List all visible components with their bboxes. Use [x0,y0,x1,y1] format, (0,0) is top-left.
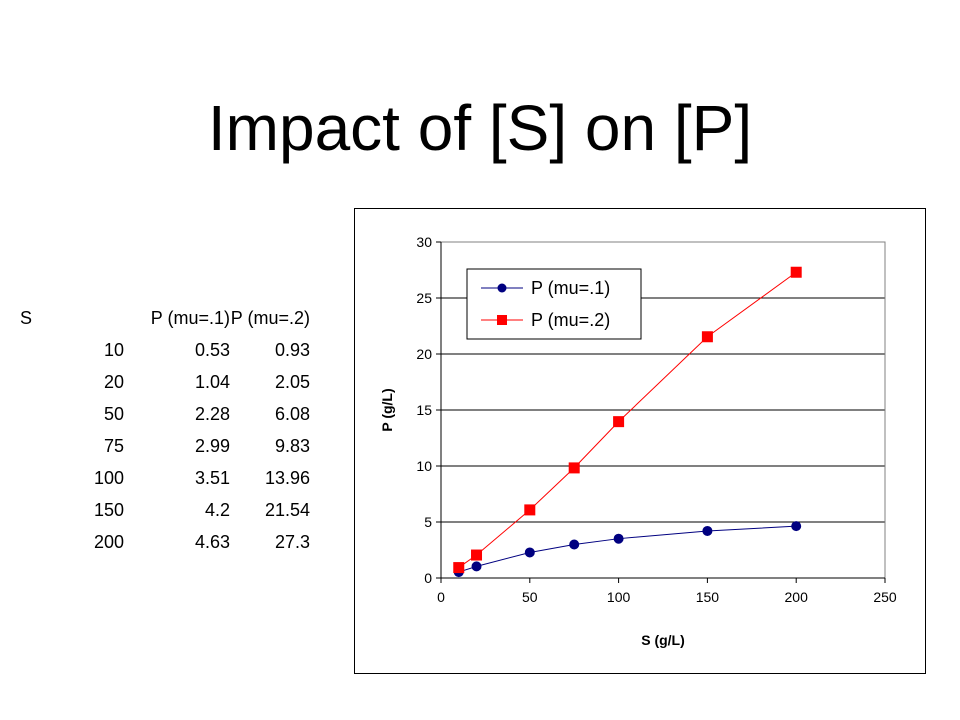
y-tick-label: 25 [416,290,432,306]
cell-p-mu-02: 13.96 [264,468,310,488]
data-point-series-2 [453,562,465,574]
y-axis-title: P (g/L) [379,388,395,431]
legend-label-1: P (mu=.1) [531,278,610,298]
data-point-series-1 [569,539,580,550]
data-point-series-2 [471,549,483,561]
table-row: 10 0.53 0.93 [20,334,310,366]
data-point-series-2 [790,266,802,278]
y-tick-label: 15 [416,402,432,418]
header-p-mu-02: P (mu=.2) [230,308,310,328]
y-tick-label: 10 [416,458,432,474]
chart-area: 0 5 10 15 20 25 30 0 50 100 150 200 250 S (g/L) P (g/L… [354,208,926,674]
cell-s: 50 [103,404,124,424]
cell-p-mu-01: 2.28 [194,404,230,424]
cell-s: 150 [93,500,124,520]
cell-p-mu-01: 3.51 [194,468,230,488]
data-point-series-1 [613,533,624,544]
table-row: 200 4.63 27.3 [20,526,310,558]
legend-label-2: P (mu=.2) [531,310,610,330]
y-tick-label: 5 [424,514,432,530]
cell-p-mu-01: 2.99 [194,436,230,456]
legend-marker-1 [497,283,507,293]
data-table: S P (mu=.1) P (mu=.2) 10 0.53 0.93 20 1.… [20,302,310,558]
table-row: 75 2.99 9.83 [20,430,310,462]
y-tick-label: 0 [424,570,432,586]
x-axis-title: S (g/L) [641,632,685,648]
cell-p-mu-02: 9.83 [274,436,310,456]
header-p-mu-01: P (mu=.1) [150,308,230,328]
cell-p-mu-01: 1.04 [194,372,230,392]
cell-p-mu-02: 6.08 [274,404,310,424]
data-point-series-2 [568,462,580,474]
cell-s: 100 [93,468,124,488]
data-point-series-1 [524,547,535,558]
line-chart: 0 5 10 15 20 25 30 0 50 100 150 200 250 S (g/L) P (g/L… [379,234,897,648]
cell-s: 20 [103,372,124,392]
cell-p-mu-01: 4.63 [194,532,230,552]
cell-p-mu-02: 2.05 [274,372,310,392]
table-row: 50 2.28 6.08 [20,398,310,430]
legend-box [466,268,642,340]
table-row: 150 4.2 21.54 [20,494,310,526]
cell-p-mu-01: 0.53 [194,340,230,360]
x-tick-label: 200 [785,589,809,605]
data-point-series-1 [702,525,713,536]
cell-s: 75 [103,436,124,456]
x-tick-label: 250 [873,589,897,605]
data-point-series-2 [524,504,536,516]
data-point-series-1 [471,561,482,572]
series-line-1 [458,525,797,573]
cell-s: 10 [103,340,124,360]
y-tick-label: 30 [416,234,432,250]
cell-p-mu-02: 0.93 [274,340,310,360]
table-row: 20 1.04 2.05 [20,366,310,398]
header-s: S [20,308,33,328]
table-header-row: S P (mu=.1) P (mu=.2) [20,302,310,334]
cell-p-mu-01: 4.2 [204,500,230,520]
x-tick-label: 100 [607,589,631,605]
x-tick-label: 150 [696,589,720,605]
cell-p-mu-02: 21.54 [264,500,310,520]
table-row: 100 3.51 13.96 [20,462,310,494]
y-tick-label: 20 [416,346,432,362]
data-point-series-2 [613,416,625,428]
cell-p-mu-02: 27.3 [274,532,310,552]
slide-title: Impact of [S] on [P] [207,92,753,164]
x-tick-label: 50 [522,589,538,605]
legend-marker-2 [497,315,507,325]
data-point-series-2 [701,331,713,343]
x-tick-label: 0 [437,589,445,605]
cell-s: 200 [93,532,124,552]
data-point-series-1 [791,521,802,532]
